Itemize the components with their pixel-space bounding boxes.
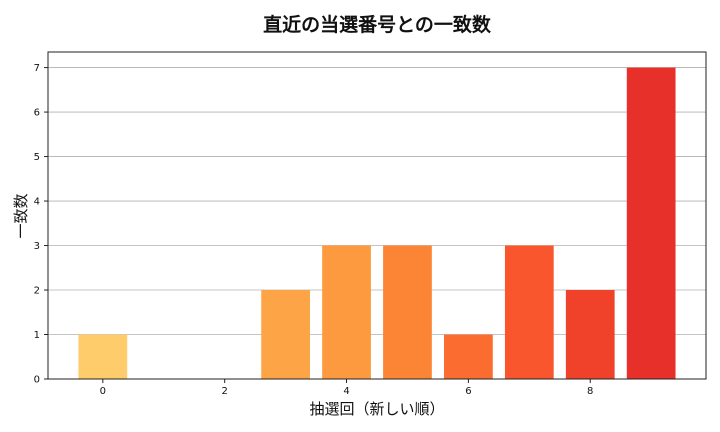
y-tick-label: 1	[34, 330, 40, 341]
y-tick-label: 3	[34, 241, 40, 252]
x-axis-ticks: 0 2 4 6 8	[100, 379, 593, 397]
bar	[444, 334, 493, 379]
grid-lines	[48, 67, 706, 335]
y-tick-label: 5	[34, 152, 40, 163]
bar	[565, 290, 615, 379]
bar	[78, 334, 128, 379]
x-tick-label: 8	[587, 386, 593, 397]
y-tick-label: 0	[34, 375, 40, 386]
bar	[504, 245, 554, 379]
y-axis-label: 一致数	[12, 193, 30, 238]
x-tick-label: 4	[343, 386, 349, 397]
y-tick-label: 7	[34, 63, 40, 74]
x-axis-label: 抽選回（新しい順）	[309, 400, 444, 418]
bar	[322, 245, 371, 379]
bar	[626, 67, 676, 380]
chart-title: 直近の当選番号との一致数	[263, 13, 492, 36]
y-tick-label: 2	[34, 286, 40, 297]
y-axis-ticks: 0 1 2 3 4 5 6 7	[34, 63, 48, 386]
x-tick-label: 2	[221, 386, 227, 397]
plot-frame	[47, 51, 707, 380]
x-tick-label: 0	[100, 386, 106, 397]
bar	[383, 245, 432, 379]
x-tick-label: 6	[465, 386, 471, 397]
bar	[261, 290, 310, 379]
bars	[78, 67, 676, 380]
y-tick-label: 4	[34, 197, 40, 208]
y-tick-label: 6	[34, 108, 40, 119]
